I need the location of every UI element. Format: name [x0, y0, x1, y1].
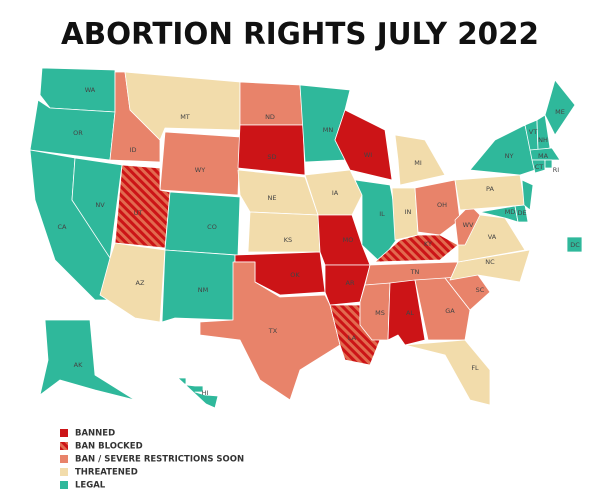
state-shape: [514, 204, 529, 223]
state-shape: [449, 249, 531, 283]
legend-swatch: [60, 468, 68, 476]
state-label: MA: [538, 152, 549, 160]
legend-swatch: [60, 429, 68, 437]
state-shape: [237, 124, 306, 176]
state-label: MI: [414, 159, 422, 167]
state-shape: [521, 179, 534, 211]
state-shape: [164, 191, 241, 256]
state-label: CT: [535, 163, 544, 171]
state-label: MO: [343, 236, 354, 244]
title: ABORTION RIGHTS JULY 2022: [61, 17, 539, 52]
state-label: AZ: [136, 279, 145, 287]
state-label: AL: [406, 309, 414, 317]
state-label: NC: [485, 258, 495, 266]
state-label: OH: [437, 201, 447, 209]
legend-swatch: [60, 481, 68, 489]
state-label: WV: [463, 221, 474, 229]
state-shape: [414, 179, 461, 236]
legend-label: BAN BLOCKED: [75, 442, 143, 452]
state-label: UT: [134, 209, 143, 217]
legend: BANNED BAN BLOCKED BAN / SEVERE RESTRICTIO…: [60, 429, 244, 491]
state-label: PA: [486, 185, 495, 193]
state-label: VA: [488, 233, 497, 241]
state-label: DE: [517, 209, 526, 217]
state-label: KY: [424, 240, 432, 248]
state-label: SC: [476, 286, 485, 294]
state-shape: [39, 67, 116, 113]
state-shape: [531, 159, 546, 174]
legend-swatch: [60, 455, 68, 463]
state-label: AR: [346, 279, 355, 287]
legend-label: LEGAL: [75, 481, 106, 491]
state-label: MD: [505, 208, 516, 216]
state-label: NM: [198, 286, 208, 294]
state-label: IL: [379, 210, 385, 218]
state-label: GA: [445, 307, 455, 315]
state-label: WA: [85, 86, 96, 94]
state-label: MT: [180, 113, 190, 121]
state-shape: [159, 131, 241, 196]
state-shape: [544, 159, 553, 169]
state-label: WY: [195, 166, 205, 174]
state-label: CA: [58, 223, 68, 231]
state-label: KS: [284, 236, 292, 244]
state-shape: [529, 147, 561, 161]
state-label: VT: [529, 128, 537, 136]
state-shape: [161, 249, 236, 323]
state-shape: [544, 79, 576, 136]
state-label: FL: [471, 364, 479, 372]
state-shape: [247, 211, 321, 253]
state-label: MN: [323, 126, 334, 134]
states: [29, 67, 583, 409]
state-label: AK: [74, 361, 83, 369]
state-shape: [199, 261, 341, 401]
state-label: CO: [207, 223, 217, 231]
state-shape: [177, 377, 219, 409]
state-shape: [404, 339, 491, 406]
state-label: LA: [348, 334, 357, 342]
state-label: IN: [405, 208, 412, 216]
state-shape: [334, 109, 393, 181]
state-label: NY: [505, 152, 514, 160]
state-label: IA: [332, 189, 339, 197]
state-label: OR: [73, 129, 83, 137]
legend-swatch: [60, 442, 68, 450]
state-label: WI: [364, 151, 372, 159]
state-label: ME: [555, 108, 565, 116]
state-shape: [414, 277, 471, 341]
state-shape: [394, 134, 446, 186]
legend-label: BANNED: [75, 429, 115, 439]
state-shape: [566, 236, 583, 253]
state-label: TN: [410, 268, 420, 276]
state-label: RI: [553, 166, 560, 174]
state-label: NE: [268, 194, 277, 202]
state-label: TX: [268, 327, 278, 335]
state-shape: [374, 234, 459, 263]
state-shape: [304, 169, 363, 216]
state-label: NV: [95, 201, 105, 209]
state-label: MS: [375, 309, 385, 317]
state-shape: [39, 319, 136, 401]
legend-label: THREATENED: [75, 468, 138, 478]
state-label: DC: [570, 241, 580, 249]
state-label: ND: [265, 113, 275, 121]
state-label: NH: [538, 136, 548, 144]
legend-label: BAN / SEVERE RESTRICTIONS SOON: [75, 455, 244, 465]
state-label: SD: [267, 153, 276, 161]
state-shape: [324, 264, 371, 306]
state-label: ID: [130, 146, 137, 154]
state-label: OK: [290, 271, 300, 279]
state-label: HI: [202, 389, 209, 397]
state-labels: WA OR CA NV ID MT WY UT CO AZ NM ND SD NE KS OK TX MN IA MO…: [58, 86, 581, 397]
